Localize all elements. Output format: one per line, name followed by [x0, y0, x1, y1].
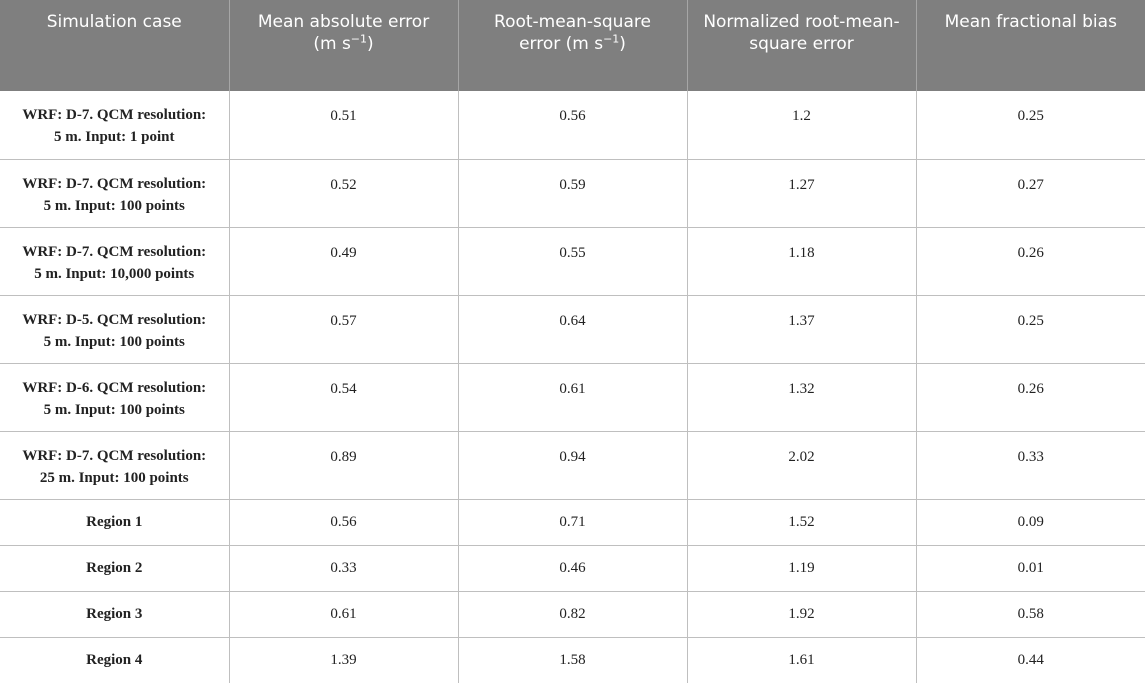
simulation-case-cell: WRF: D-7. QCM resolution: 5 m. Input: 100… [0, 158, 229, 227]
header-mean-fractional-bias: Mean fractional bias [915, 0, 1145, 91]
simulation-case-cell: WRF: D-5. QCM resolution: 5 m. Input: 100… [0, 294, 229, 363]
mfb-cell: 0.33 [915, 430, 1145, 499]
nrmse-cell: 1.2 [686, 91, 916, 159]
rmse-cell: 0.61 [457, 362, 687, 431]
nrmse-cell: 1.92 [686, 590, 916, 637]
rmse-cell: 1.58 [457, 636, 687, 683]
rmse-cell: 0.64 [457, 294, 687, 363]
nrmse-cell: 1.32 [686, 362, 916, 431]
mae-cell: 0.49 [228, 226, 458, 295]
nrmse-cell: 1.18 [686, 226, 916, 295]
mae-cell: 0.51 [228, 91, 458, 159]
nrmse-cell: 1.27 [686, 158, 916, 227]
table-row: WRF: D-7. QCM resolution: 5 m. Input: 10,… [0, 226, 1145, 295]
mae-cell: 0.56 [228, 498, 458, 545]
header-mean-absolute-error: Mean absolute error (m s−1) [228, 0, 458, 91]
mfb-cell: 0.27 [915, 158, 1145, 227]
table-row: Region 3 0.61 0.82 1.92 0.58 [0, 590, 1145, 637]
nrmse-cell: 1.37 [686, 294, 916, 363]
header-simulation-case: Simulation case [0, 0, 229, 91]
simulation-case-cell: WRF: D-7. QCM resolution: 5 m. Input: 1 p… [22, 107, 207, 145]
rmse-cell: 0.82 [457, 590, 687, 637]
nrmse-cell: 2.02 [686, 430, 916, 499]
mae-cell: 0.52 [228, 158, 458, 227]
simulation-case-cell: WRF: D-7. QCM resolution: 25 m. Input: 10… [0, 430, 229, 499]
simulation-case-cell: Region 1 [0, 498, 229, 545]
mfb-cell: 0.25 [915, 294, 1145, 363]
mfb-cell: 0.58 [915, 590, 1145, 637]
mfb-cell: 0.26 [915, 226, 1145, 295]
mfb-cell: 0.44 [915, 636, 1145, 683]
mfb-cell: 0.25 [915, 91, 1145, 159]
table-row: WRF: D-5. QCM resolution: 5 m. Input: 100… [0, 294, 1145, 363]
mfb-cell: 0.09 [915, 498, 1145, 545]
nrmse-cell: 1.52 [686, 498, 916, 545]
table-row: Region 2 0.33 0.46 1.19 0.01 [0, 544, 1145, 591]
rmse-cell: 0.56 [457, 91, 687, 159]
simulation-case-cell: Region 4 [0, 636, 229, 683]
mae-cell: 0.54 [228, 362, 458, 431]
simulation-case-cell: WRF: D-6. QCM resolution: 5 m. Input: 100… [0, 362, 229, 431]
table-row: WRF: D-6. QCM resolution: 5 m. Input: 100… [0, 362, 1145, 431]
mae-cell: 1.39 [228, 636, 458, 683]
table-row: WRF: D-7. QCM resolution: 25 m. Input: 10… [0, 430, 1145, 499]
table-row: WRF: D-7. QCM resolution: 5 m. Input: 1 p… [0, 91, 1145, 159]
nrmse-cell: 1.61 [686, 636, 916, 683]
rmse-cell: 0.71 [457, 498, 687, 545]
mae-cell: 0.57 [228, 294, 458, 363]
mae-cell: 0.33 [228, 544, 458, 591]
header-normalized-rmse: Normalized root-mean-square error [686, 0, 916, 91]
header-root-mean-square-error: Root-mean-square error (m s−1) [457, 0, 687, 91]
table-row: Region 1 0.56 0.71 1.52 0.09 [0, 498, 1145, 545]
table-row: Region 4 1.39 1.58 1.61 0.44 [0, 636, 1145, 683]
mae-cell: 0.89 [228, 430, 458, 499]
table-row: WRF: D-7. QCM resolution: 5 m. Input: 100… [0, 158, 1145, 227]
rmse-cell: 0.55 [457, 226, 687, 295]
rmse-cell: 0.94 [457, 430, 687, 499]
rmse-cell: 0.59 [457, 158, 687, 227]
simulation-case-cell: WRF: D-7. QCM resolution: 5 m. Input: 10,… [0, 226, 229, 295]
header-row: Simulation case Mean absolute error (m s… [0, 0, 1145, 91]
rmse-cell: 0.46 [457, 544, 687, 591]
mae-cell: 0.61 [228, 590, 458, 637]
simulation-case-cell: Region 3 [0, 590, 229, 637]
simulation-case-cell: Region 2 [0, 544, 229, 591]
mfb-cell: 0.01 [915, 544, 1145, 591]
mfb-cell: 0.26 [915, 362, 1145, 431]
nrmse-cell: 1.19 [686, 544, 916, 591]
